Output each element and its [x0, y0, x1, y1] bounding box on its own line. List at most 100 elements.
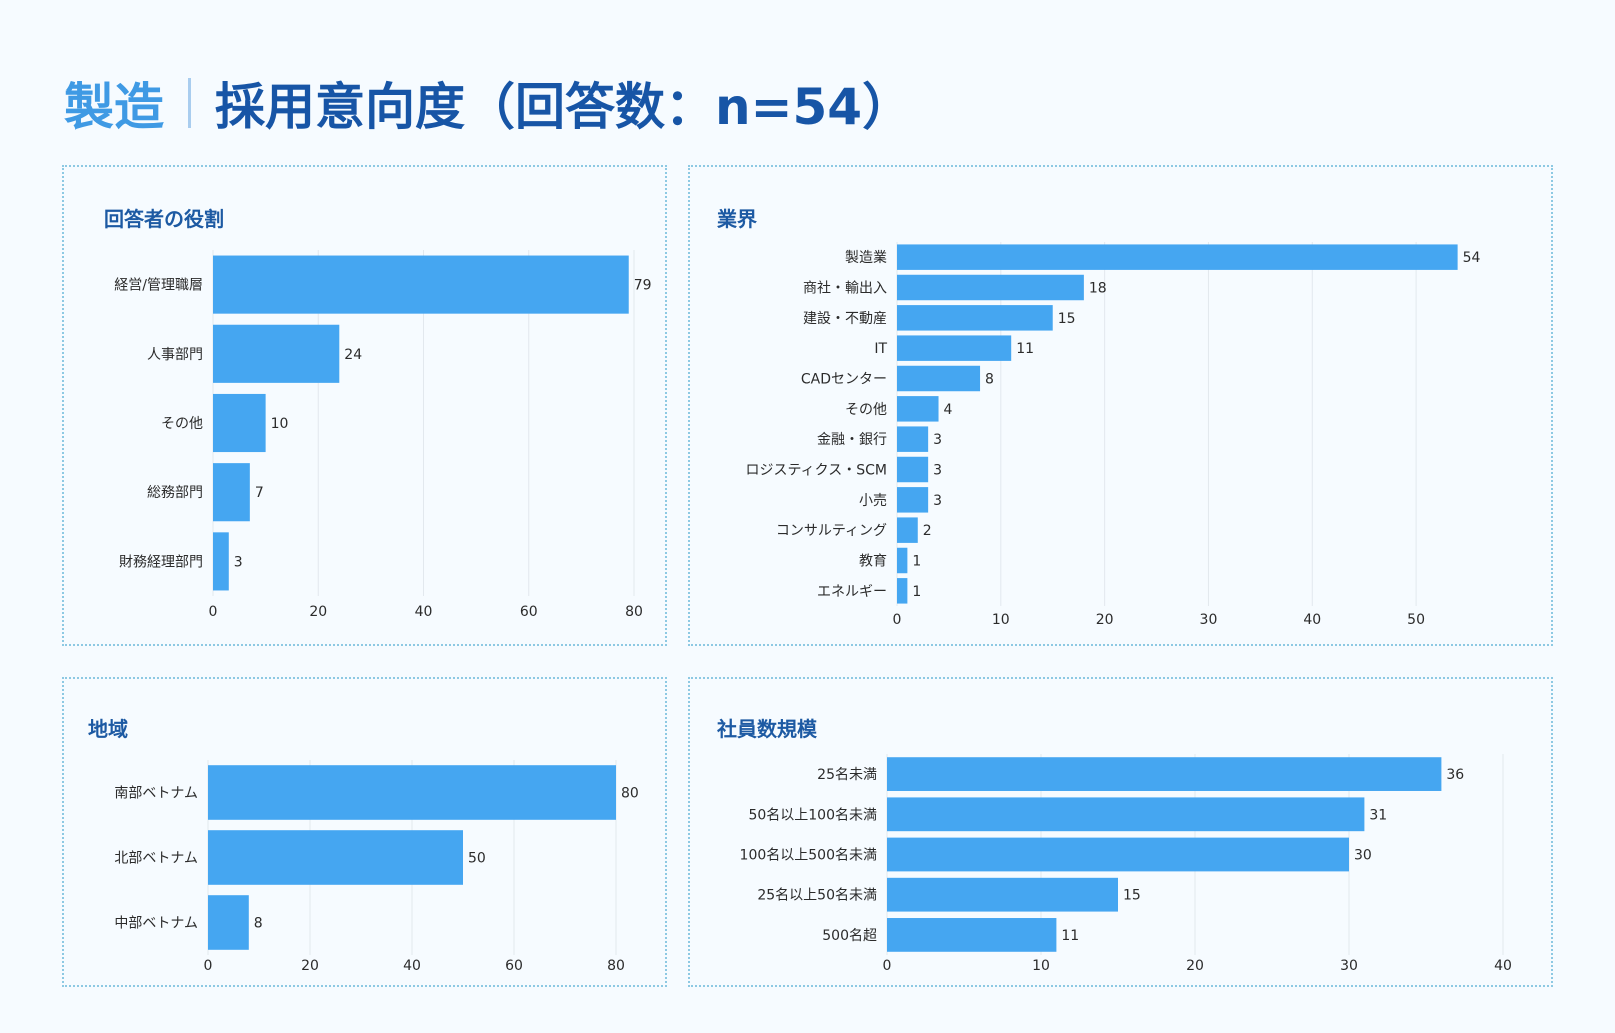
- title-separator: [188, 78, 191, 128]
- size-data-label: 15: [1123, 888, 1141, 904]
- panel-roles: 回答者の役割: [62, 165, 667, 646]
- industry-bar: [897, 396, 939, 422]
- industry-category-label: コンサルティング: [776, 523, 887, 539]
- chart-title-region: 地域: [88, 717, 128, 741]
- industry-bar: [897, 487, 929, 513]
- region-xtick-label: 20: [301, 958, 319, 974]
- roles-xtick-label: 80: [625, 604, 643, 620]
- region-category-label: 中部ベトナム: [114, 916, 198, 932]
- industry-data-label: 3: [933, 493, 942, 509]
- size-bar: [887, 797, 1365, 832]
- industry-category-label: その他: [845, 402, 887, 418]
- roles-bar: [213, 532, 229, 591]
- panel-industry: 業界: [688, 165, 1553, 646]
- roles-category-label: その他: [161, 416, 203, 432]
- size-category-label: 25名以上50名未満: [757, 888, 877, 904]
- industry-bar: [897, 426, 929, 452]
- industry-data-label: 1: [912, 584, 921, 600]
- size-xtick-label: 10: [1032, 958, 1050, 974]
- industry-data-label: 15: [1058, 311, 1076, 327]
- region-data-label: 80: [621, 786, 639, 802]
- region-xtick-label: 0: [204, 958, 213, 974]
- industry-bar: [897, 335, 1012, 361]
- industry-xtick-label: 10: [992, 612, 1010, 628]
- industry-bar: [897, 456, 929, 483]
- size-data-label: 31: [1369, 807, 1387, 823]
- panel-size: 社員数規模: [688, 677, 1553, 987]
- industry-category-label: 教育: [859, 554, 887, 570]
- roles-data-label: 3: [234, 554, 243, 570]
- region-xtick-label: 60: [505, 958, 523, 974]
- size-category-label: 25名未満: [817, 767, 877, 783]
- page-title: 採用意向度（回答数：n=54）: [215, 78, 913, 136]
- roles-bar: [213, 324, 340, 383]
- size-data-label: 30: [1354, 848, 1372, 864]
- roles-xtick-label: 20: [309, 604, 327, 620]
- industry-bar: [897, 517, 918, 543]
- size-bar: [887, 918, 1057, 952]
- region-data-label: 8: [254, 916, 263, 932]
- size-data-label: 11: [1061, 928, 1079, 944]
- size-xtick-label: 0: [883, 958, 892, 974]
- roles-data-label: 10: [271, 416, 289, 432]
- industry-xtick-label: 20: [1096, 612, 1114, 628]
- region-bar: [208, 830, 463, 885]
- region-category-label: 南部ベトナム: [114, 786, 198, 802]
- roles-category-label: 人事部門: [147, 347, 203, 363]
- industry-bar: [897, 244, 1458, 270]
- region-xtick-label: 40: [403, 958, 421, 974]
- industry-data-label: 3: [933, 432, 942, 448]
- chart-title-industry: 業界: [717, 207, 757, 231]
- industry-category-label: 建設・不動産: [803, 311, 887, 327]
- roles-bar: [213, 393, 266, 453]
- industry-data-label: 8: [985, 372, 994, 388]
- industry-data-label: 18: [1089, 281, 1107, 297]
- roles-xtick-label: 40: [415, 604, 433, 620]
- industry-data-label: 3: [933, 463, 942, 479]
- industry-data-label: 2: [923, 523, 932, 539]
- region-category-label: 北部ベトナム: [114, 851, 198, 867]
- industry-category-label: 商社・輸出入: [803, 281, 887, 297]
- industry-bar: [897, 547, 908, 574]
- size-category-label: 100名以上500名未満: [740, 848, 877, 864]
- chart-title-size: 社員数規模: [717, 717, 817, 741]
- industry-bar: [897, 274, 1084, 301]
- roles-bar: [213, 463, 250, 522]
- roles-category-label: 財務経理部門: [119, 554, 203, 570]
- roles-data-label: 7: [255, 485, 264, 501]
- size-category-label: 500名超: [822, 928, 877, 944]
- size-xtick-label: 20: [1186, 958, 1204, 974]
- roles-xtick-label: 0: [209, 604, 218, 620]
- industry-category-label: CADセンター: [801, 372, 887, 388]
- industry-category-label: IT: [874, 341, 887, 357]
- industry-category-label: 製造業: [845, 250, 887, 266]
- size-bar: [887, 877, 1118, 912]
- industry-data-label: 11: [1016, 341, 1034, 357]
- industry-xtick-label: 50: [1407, 612, 1425, 628]
- region-xtick-label: 80: [607, 958, 625, 974]
- industry-category-label: エネルギー: [817, 584, 887, 600]
- industry-xtick-label: 0: [893, 612, 902, 628]
- industry-bar: [897, 365, 981, 392]
- industry-bar: [897, 578, 908, 604]
- roles-data-label: 24: [344, 347, 362, 363]
- chart-title-roles: 回答者の役割: [104, 207, 224, 231]
- industry-category-label: 金融・銀行: [817, 432, 887, 448]
- size-data-label: 36: [1446, 767, 1464, 783]
- size-xtick-label: 40: [1494, 958, 1512, 974]
- industry-data-label: 4: [944, 402, 953, 418]
- page-header: 製造 採用意向度（回答数：n=54）: [64, 68, 912, 138]
- region-bar: [208, 895, 249, 950]
- industry-data-label: 54: [1463, 250, 1481, 266]
- region-data-label: 50: [468, 851, 486, 867]
- industry-bar: [897, 305, 1053, 331]
- category-label: 製造: [64, 78, 164, 136]
- roles-bar: [213, 255, 629, 314]
- region-bar: [208, 765, 616, 820]
- industry-xtick-label: 40: [1303, 612, 1321, 628]
- size-bar: [887, 837, 1349, 872]
- size-category-label: 50名以上100名未満: [748, 807, 877, 823]
- industry-xtick-label: 30: [1200, 612, 1218, 628]
- industry-category-label: ロジスティクス・SCM: [746, 463, 887, 479]
